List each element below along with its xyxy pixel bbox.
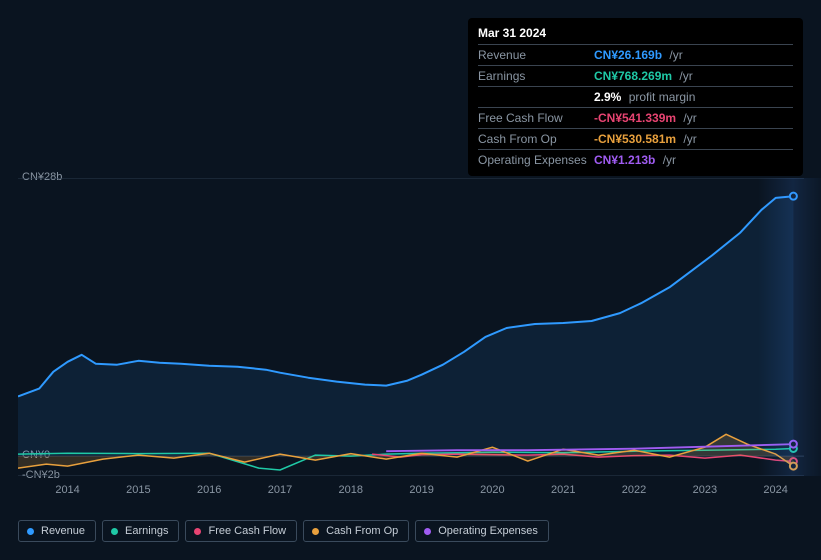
legend-item[interactable]: Cash From Op [303, 520, 409, 542]
x-tick-label: 2018 [339, 484, 363, 496]
legend-dot-icon [27, 528, 34, 535]
legend-label: Cash From Op [326, 525, 398, 537]
tooltip-row: EarningsCN¥768.269m /yr [478, 65, 793, 86]
tooltip-row-label: Free Cash Flow [478, 110, 594, 126]
legend-dot-icon [111, 528, 118, 535]
legend-dot-icon [312, 528, 319, 535]
x-tick-label: 2019 [409, 484, 433, 496]
x-tick-label: 2021 [551, 484, 575, 496]
tooltip-row: Cash From Op-CN¥530.581m /yr [478, 128, 793, 149]
tooltip-row-label: Operating Expenses [478, 152, 594, 168]
legend-item[interactable]: Earnings [102, 520, 179, 542]
tooltip-row-value: CN¥1.213b /yr [594, 152, 676, 168]
tooltip-row-value: CN¥26.169b /yr [594, 47, 683, 63]
legend-label: Operating Expenses [438, 525, 538, 537]
tooltip-row: 2.9% profit margin [478, 86, 793, 107]
x-axis-labels: 2014 2015 2016 2017 2018 2019 2020 2021 2022 2023… [18, 484, 804, 500]
tooltip-date: Mar 31 2024 [478, 26, 793, 44]
tooltip-rows: RevenueCN¥26.169b /yrEarningsCN¥768.269m… [478, 44, 793, 170]
tooltip-row-value: -CN¥530.581m /yr [594, 131, 697, 147]
tooltip-row-label: Cash From Op [478, 131, 594, 147]
tooltip-row: Operating ExpensesCN¥1.213b /yr [478, 149, 793, 170]
tooltip-row-value: -CN¥541.339m /yr [594, 110, 697, 126]
x-tick-label: 2023 [693, 484, 717, 496]
x-tick-label: 2014 [55, 484, 79, 496]
tooltip-row: Free Cash Flow-CN¥541.339m /yr [478, 107, 793, 128]
legend-label: Revenue [41, 525, 85, 537]
tooltip-row: RevenueCN¥26.169b /yr [478, 44, 793, 65]
tooltip-row-value: 2.9% profit margin [594, 89, 695, 105]
tooltip-row-label: Revenue [478, 47, 594, 63]
x-tick-label: 2020 [480, 484, 504, 496]
chart-tooltip: Mar 31 2024 RevenueCN¥26.169b /yrEarning… [468, 18, 803, 176]
legend-label: Free Cash Flow [208, 525, 286, 537]
legend-item[interactable]: Free Cash Flow [185, 520, 297, 542]
tooltip-row-value: CN¥768.269m /yr [594, 68, 693, 84]
financial-chart[interactable] [18, 178, 804, 476]
legend-dot-icon [194, 528, 201, 535]
legend-label: Earnings [125, 525, 168, 537]
legend-dot-icon [424, 528, 431, 535]
x-tick-label: 2022 [622, 484, 646, 496]
chart-legend: Revenue Earnings Free Cash Flow Cash From O… [18, 520, 549, 542]
x-tick-label: 2015 [126, 484, 150, 496]
tooltip-row-label [478, 89, 594, 105]
x-tick-label: 2024 [763, 484, 787, 496]
tooltip-row-label: Earnings [478, 68, 594, 84]
x-tick-label: 2017 [268, 484, 292, 496]
legend-item[interactable]: Revenue [18, 520, 96, 542]
x-tick-label: 2016 [197, 484, 221, 496]
legend-item[interactable]: Operating Expenses [415, 520, 549, 542]
